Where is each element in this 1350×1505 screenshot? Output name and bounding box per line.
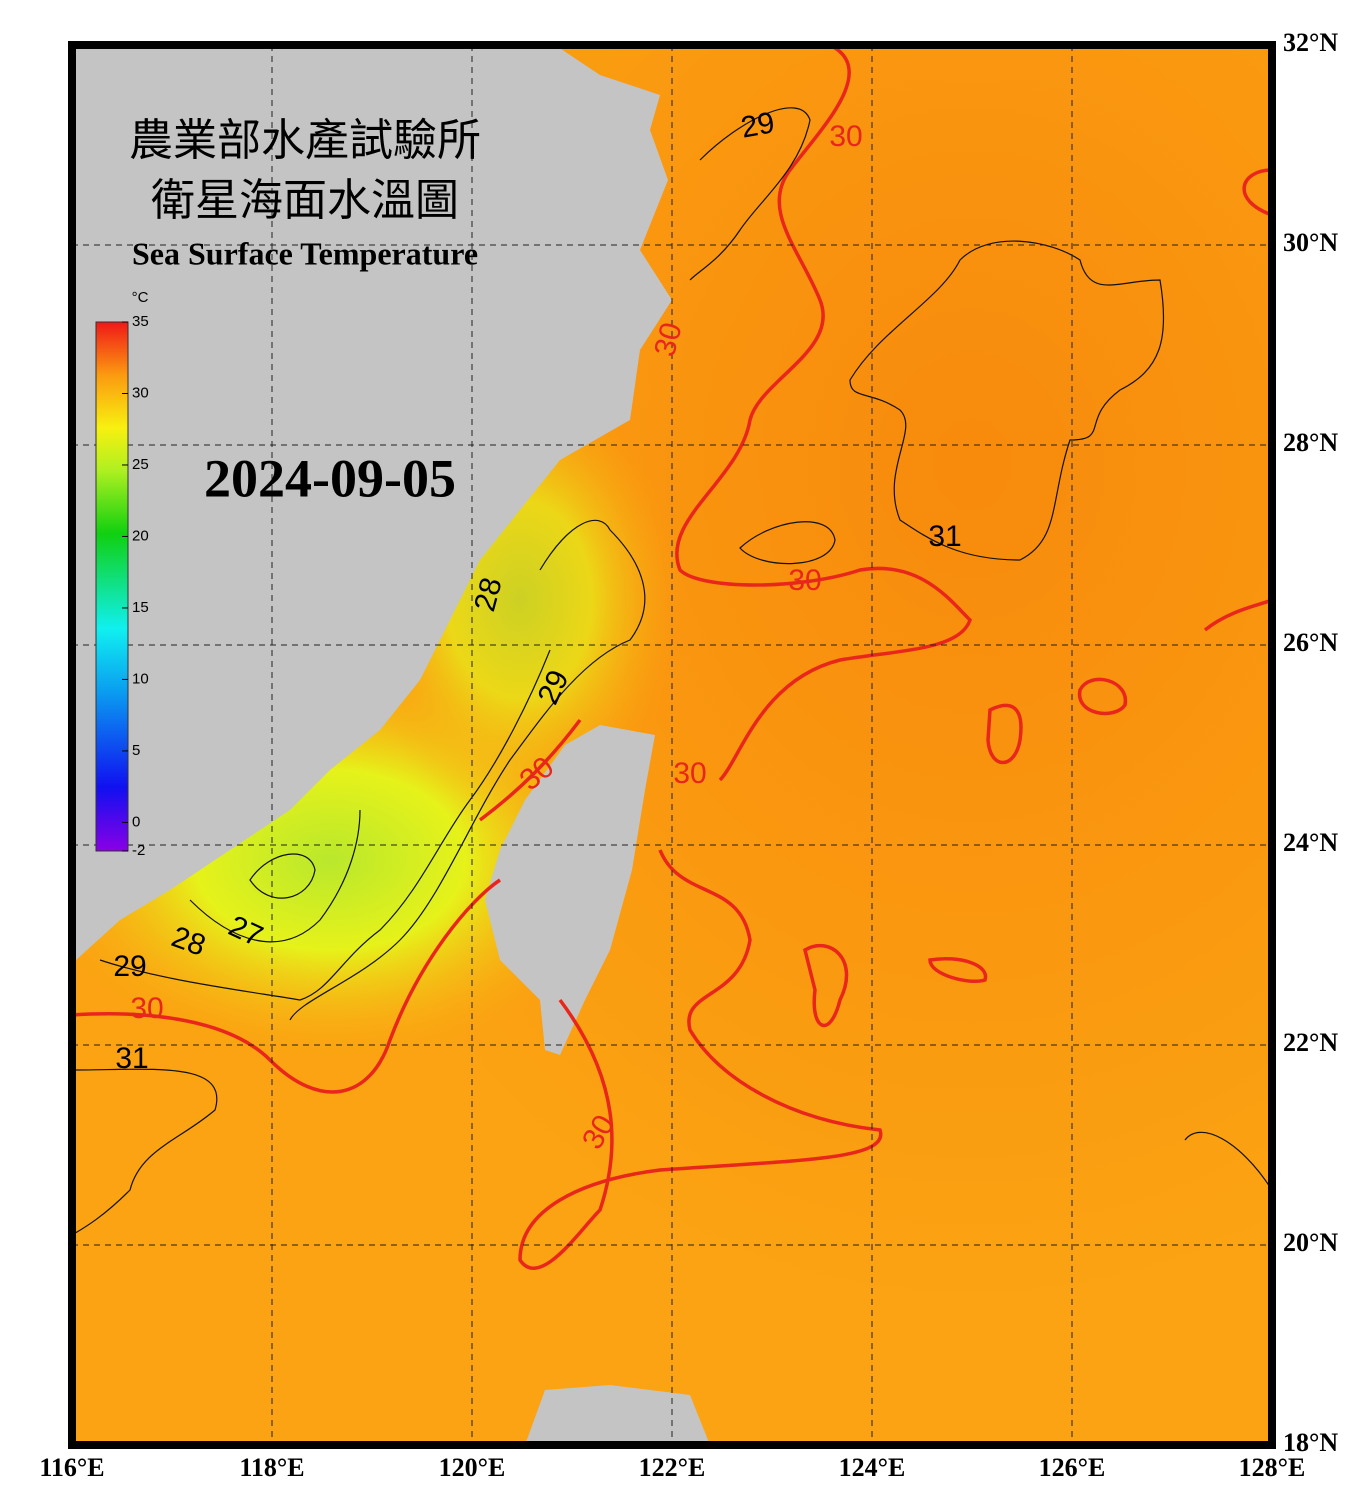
colorbar-tick-label: 15: [132, 599, 149, 616]
map-frame: [68, 41, 1276, 1449]
lat-tick-label: 24°N: [1283, 828, 1338, 857]
lon-tick-label: 122°E: [639, 1453, 706, 1482]
lat-tick-label: 26°N: [1283, 628, 1338, 657]
contour-label: 30: [673, 757, 706, 790]
contour-thin: [72, 107, 1272, 1236]
colorbar: [95, 321, 129, 852]
land-taiwan: [485, 725, 655, 1055]
lat-tick-label: 20°N: [1283, 1228, 1338, 1257]
contour-30: [72, 45, 1272, 1270]
contour-label: 29: [738, 106, 777, 144]
colorbar-tick-label: 5: [132, 742, 140, 759]
lon-tick-label: 118°E: [239, 1453, 304, 1482]
date: 2024-09-05: [204, 448, 456, 508]
grid: [72, 45, 1272, 1445]
lat-tick-label: 30°N: [1283, 228, 1338, 257]
contour-label: 31: [115, 1042, 148, 1075]
lat-tick-label: 18°N: [1283, 1428, 1338, 1457]
title-zh: 衛星海面水溫圖: [151, 176, 459, 225]
lon-tick-label: 128°E: [1239, 1453, 1306, 1482]
colorbar-tick-label: 0: [132, 813, 140, 830]
lon-tick-label: 124°E: [839, 1453, 906, 1482]
contour-label: 29: [113, 950, 146, 983]
contour-label: 30: [130, 992, 163, 1025]
contour-label: 30: [829, 120, 862, 153]
lon-tick-label: 126°E: [1039, 1453, 1106, 1482]
lon-tick-label: 116°E: [39, 1453, 104, 1482]
title-zh: 農業部水產試驗所: [129, 116, 481, 165]
colorbar-tick-label: 10: [132, 670, 149, 687]
title-en: Sea Surface Temperature: [132, 235, 478, 271]
land-luzon: [525, 1385, 710, 1445]
colorbar-tick-label: 35: [132, 313, 149, 330]
map-body: [72, 45, 1272, 1445]
colorbar-unit: °C: [132, 289, 149, 306]
colorbar-tick-label: 25: [132, 456, 149, 473]
colorbar-tick-label: -2: [132, 842, 145, 859]
land-china: [72, 45, 672, 960]
contour-label: 31: [928, 520, 961, 553]
contour-label: 30: [788, 564, 821, 597]
lat-tick-label: 32°N: [1283, 28, 1338, 57]
lon-tick-label: 120°E: [439, 1453, 506, 1482]
colorbar-tick-label: 30: [132, 384, 149, 401]
lat-tick-label: 22°N: [1283, 1028, 1338, 1057]
colorbar-tick-label: 20: [132, 527, 149, 544]
lat-tick-label: 28°N: [1283, 428, 1338, 457]
